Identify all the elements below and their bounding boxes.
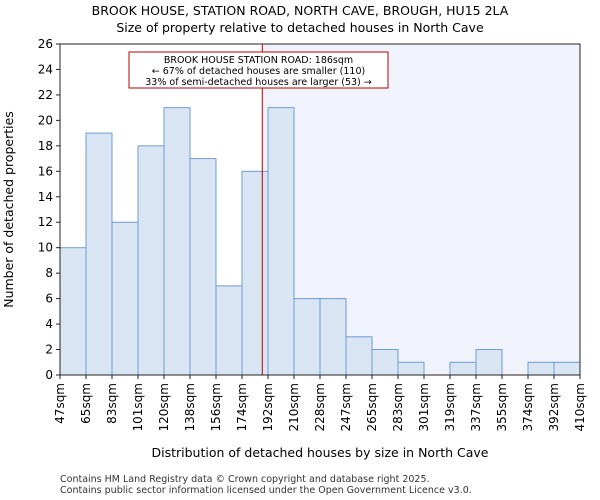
histogram-bar [241, 170, 269, 376]
histogram-bar [371, 349, 399, 376]
y-tick-label: 22 [38, 88, 53, 102]
y-axis-label: Number of detached properties [1, 111, 16, 308]
histogram-bar [137, 145, 165, 376]
histogram-bar [85, 132, 113, 376]
annotation-box [128, 51, 389, 89]
x-tick-label: 337sqm [469, 383, 483, 431]
y-tick-label: 16 [38, 164, 53, 178]
histogram-bar [527, 361, 555, 376]
histogram-bar [449, 361, 477, 376]
x-tick-label: 410sqm [573, 383, 587, 431]
histogram-bar [345, 336, 373, 376]
annotation-line: BROOK HOUSE STATION ROAD: 186sqm [164, 55, 353, 66]
annotation-line: 33% of semi-detached houses are larger (… [145, 77, 372, 88]
y-tick-label: 4 [45, 317, 53, 331]
y-tick-label: 20 [38, 113, 53, 127]
x-tick-label: 228sqm [313, 383, 327, 431]
chart-title: BROOK HOUSE, STATION ROAD, NORTH CAVE, B… [91, 3, 509, 18]
x-tick-label: 247sqm [339, 383, 353, 431]
x-tick-label: 83sqm [105, 383, 119, 424]
x-tick-label: 210sqm [287, 383, 301, 431]
chart-subtitle: Size of property relative to detached ho… [116, 20, 484, 35]
histogram-bar [189, 158, 217, 376]
histogram-bar [397, 361, 425, 376]
y-tick-label: 14 [38, 190, 53, 204]
histogram-bar [267, 107, 295, 376]
histogram-bar [215, 285, 243, 376]
x-tick-label: 65sqm [79, 383, 93, 424]
y-tick-label: 24 [38, 62, 53, 76]
x-tick-label: 374sqm [521, 383, 535, 431]
x-tick-label: 392sqm [547, 383, 561, 431]
y-tick-label: 6 [45, 292, 53, 306]
histogram-bar [59, 247, 87, 376]
histogram-bar [553, 361, 581, 376]
x-axis-label: Distribution of detached houses by size … [152, 445, 489, 460]
x-tick-label: 47sqm [53, 383, 67, 424]
x-tick-label: 283sqm [391, 383, 405, 431]
y-tick-label: 18 [38, 139, 53, 153]
x-tick-label: 156sqm [209, 383, 223, 431]
x-tick-label: 138sqm [183, 383, 197, 431]
y-tick-label: 8 [45, 266, 53, 280]
x-tick-label: 174sqm [235, 383, 249, 431]
x-tick-label: 120sqm [157, 383, 171, 431]
x-tick-label: 355sqm [495, 383, 509, 431]
histogram-bar [163, 107, 191, 376]
y-tick-label: 10 [38, 241, 53, 255]
x-tick-label: 319sqm [443, 383, 457, 431]
footer-licence: Contains public sector information licen… [60, 485, 472, 496]
annotation-line: ← 67% of detached houses are smaller (11… [152, 66, 365, 77]
y-tick-label: 0 [45, 368, 53, 382]
histogram-bar [475, 349, 503, 376]
x-tick-label: 101sqm [131, 383, 145, 431]
histogram-bar [111, 221, 139, 376]
y-tick-label: 26 [38, 37, 53, 51]
histogram-bar [293, 298, 321, 376]
y-tick-label: 2 [45, 343, 53, 357]
y-tick-label: 12 [38, 215, 53, 229]
x-tick-label: 265sqm [365, 383, 379, 431]
footer-copyright: Contains HM Land Registry data © Crown c… [60, 474, 430, 485]
histogram-bar [319, 298, 347, 376]
x-tick-label: 301sqm [417, 383, 431, 431]
x-tick-label: 192sqm [261, 383, 275, 431]
